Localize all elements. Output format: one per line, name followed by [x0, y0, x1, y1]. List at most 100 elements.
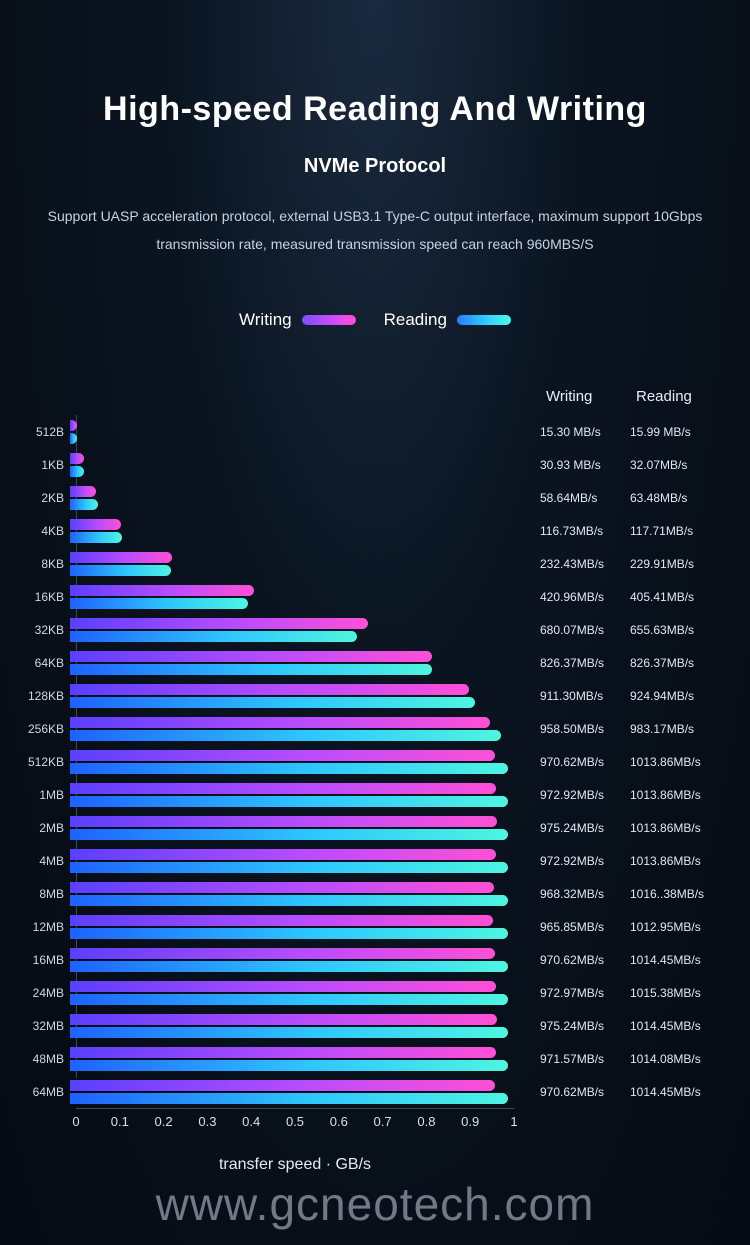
chart-container: Writing Reading 512B15.30 MB/s15.99 MB/s… [28, 388, 726, 1174]
chart-row: 512KB970.62MB/s1013.86MB/s [28, 745, 726, 778]
value-writing: 826.37MB/s [540, 656, 630, 670]
bar-group [70, 415, 508, 448]
bar-group [70, 745, 508, 778]
value-reading: 983.17MB/s [630, 722, 720, 736]
legend-writing-label: Writing [239, 310, 292, 330]
value-writing: 975.24MB/s [540, 1019, 630, 1033]
x-tick: 0.2 [155, 1114, 173, 1129]
value-writing: 911.30MB/s [540, 689, 630, 703]
category-label: 12MB [28, 920, 70, 934]
x-tick: 0.7 [374, 1114, 392, 1129]
value-writing: 116.73MB/s [540, 524, 630, 538]
chart-row: 1MB972.92MB/s1013.86MB/s [28, 778, 726, 811]
bar-reading [70, 565, 171, 576]
bar-reading [70, 433, 77, 444]
category-label: 24MB [28, 986, 70, 1000]
value-table-header: Writing Reading [28, 388, 726, 405]
chart-row: 16MB 970.62MB/s1014.45MB/s [28, 943, 726, 976]
value-writing: 965.85MB/s [540, 920, 630, 934]
category-label: 32KB [28, 623, 70, 637]
x-tick: 0.6 [330, 1114, 348, 1129]
value-writing: 970.62MB/s [540, 953, 630, 967]
value-writing: 975.24MB/s [540, 821, 630, 835]
value-reading: 15.99 MB/s [630, 425, 720, 439]
legend-reading: Reading [384, 310, 511, 330]
bar-writing [70, 519, 121, 530]
x-tick: 0.9 [461, 1114, 479, 1129]
value-reading: 32.07MB/s [630, 458, 720, 472]
chart-row: 48MB971.57MB/s1014.08MB/s [28, 1042, 726, 1075]
bar-writing [70, 618, 368, 629]
chart-row: 512B15.30 MB/s15.99 MB/s [28, 415, 726, 448]
category-label: 512B [28, 425, 70, 439]
bar-reading [70, 598, 248, 609]
category-label: 16KB [28, 590, 70, 604]
bar-reading [70, 961, 508, 972]
chart-row: 8MB968.32MB/s1016..38MB/s [28, 877, 726, 910]
category-label: 256KB [28, 722, 70, 736]
x-axis-label: transfer speed · GB/s [76, 1156, 514, 1174]
x-tick: 0.8 [417, 1114, 435, 1129]
category-label: 2KB [28, 491, 70, 505]
bar-writing [70, 849, 496, 860]
category-label: 4MB [28, 854, 70, 868]
bar-reading [70, 994, 508, 1005]
chart-row: 4MB972.92MB/s1013.86MB/s [28, 844, 726, 877]
value-reading: 1014.45MB/s [630, 953, 720, 967]
bar-reading [70, 1027, 508, 1038]
x-tick: 0 [72, 1114, 79, 1129]
bar-group [70, 1042, 508, 1075]
value-writing: 971.57MB/s [540, 1052, 630, 1066]
category-label: 16MB [28, 953, 70, 967]
bar-group [70, 646, 508, 679]
value-writing: 970.62MB/s [540, 1085, 630, 1099]
bar-group [70, 613, 508, 646]
bar-group [70, 877, 508, 910]
chart-row: 64MB970.62MB/s1014.45MB/s [28, 1075, 726, 1108]
bar-group [70, 910, 508, 943]
value-reading: 1012.95MB/s [630, 920, 720, 934]
bar-reading [70, 1060, 508, 1071]
legend-writing: Writing [239, 310, 356, 330]
bar-writing [70, 552, 172, 563]
bar-group [70, 712, 508, 745]
chart-row: 64KB826.37MB/s826.37MB/s [28, 646, 726, 679]
bar-group [70, 844, 508, 877]
value-reading: 826.37MB/s [630, 656, 720, 670]
bar-group [70, 1009, 508, 1042]
page-subtitle: NVMe Protocol [0, 155, 750, 178]
chart-row: 2KB58.64MB/s63.48MB/s [28, 481, 726, 514]
bar-reading [70, 730, 501, 741]
x-tick: 1 [510, 1114, 517, 1129]
bar-reading [70, 862, 508, 873]
bar-reading [70, 499, 98, 510]
value-writing: 232.43MB/s [540, 557, 630, 571]
bar-writing [70, 453, 84, 464]
value-reading: 63.48MB/s [630, 491, 720, 505]
bar-writing [70, 651, 432, 662]
value-reading: 405.41MB/s [630, 590, 720, 604]
bar-reading [70, 631, 357, 642]
value-reading: 117.71MB/s [630, 524, 720, 538]
category-label: 512KB [28, 755, 70, 769]
bar-writing [70, 783, 496, 794]
bar-reading [70, 697, 475, 708]
page-title: High-speed Reading And Writing [0, 0, 750, 129]
header-writing: Writing [546, 388, 636, 405]
bar-writing [70, 882, 494, 893]
watermark-text: www.gcneotech.com [0, 1177, 750, 1231]
chart-row: 128KB911.30MB/s924.94MB/s [28, 679, 726, 712]
value-writing: 968.32MB/s [540, 887, 630, 901]
value-writing: 972.97MB/s [540, 986, 630, 1000]
value-reading: 1013.86MB/s [630, 755, 720, 769]
value-reading: 1014.08MB/s [630, 1052, 720, 1066]
bar-reading [70, 532, 122, 543]
legend-reading-swatch [457, 315, 511, 325]
chart-row: 16KB420.96MB/s405.41MB/s [28, 580, 726, 613]
bar-writing [70, 915, 493, 926]
bar-group [70, 580, 508, 613]
bar-reading [70, 664, 432, 675]
bar-writing [70, 1047, 496, 1058]
category-label: 1MB [28, 788, 70, 802]
bar-reading [70, 928, 508, 939]
